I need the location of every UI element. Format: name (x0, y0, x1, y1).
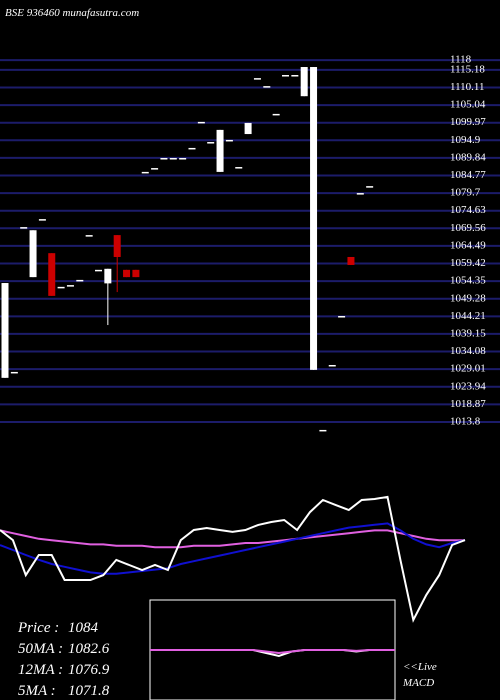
candle-body (310, 67, 318, 370)
y-tick-label: 1110.11 (450, 81, 485, 93)
stat-value: 1071.8 (68, 683, 110, 699)
candle-body (272, 113, 280, 116)
candle-body (66, 285, 74, 287)
candle-body (48, 253, 56, 296)
candle-body (207, 142, 215, 144)
candle-body (188, 147, 196, 150)
y-tick-label: 1013.8 (450, 415, 481, 427)
candle-body (291, 75, 299, 77)
stat-label: 5MA : (18, 683, 56, 699)
candle-body (123, 269, 131, 278)
candle-body (76, 279, 84, 282)
candle-body (197, 121, 205, 124)
y-tick-label: 1059.42 (450, 257, 486, 269)
y-tick-label: 1084.77 (450, 169, 486, 181)
y-tick-label: 1018.87 (450, 398, 486, 410)
candle-body (356, 193, 364, 195)
stat-value: 1082.6 (68, 641, 110, 657)
candle-body (366, 186, 374, 188)
candle-body (244, 122, 252, 135)
candle-body (179, 158, 187, 160)
series-line (0, 522, 466, 575)
candle-body (113, 235, 121, 257)
y-tick-label: 1069.56 (450, 222, 486, 234)
candle-body (263, 86, 271, 88)
candle-body (319, 429, 327, 432)
y-tick-label: 1099.97 (450, 116, 486, 128)
y-tick-label: 1049.28 (450, 292, 486, 304)
series-line (150, 649, 395, 655)
candle-body (253, 78, 261, 80)
y-tick-label: 1044.21 (450, 310, 486, 322)
candle-body (10, 371, 18, 374)
candle-body (141, 171, 149, 174)
series-line (0, 495, 466, 623)
candle-body (104, 268, 112, 284)
y-tick-label: 1034.08 (450, 345, 486, 357)
candle-body (347, 256, 355, 265)
candle-body (328, 364, 336, 367)
series-line (0, 529, 465, 549)
y-tick-label: 1064.49 (450, 239, 486, 251)
candle-body (151, 168, 159, 170)
macd-label: MACD (402, 677, 434, 689)
live-label: <<Live (403, 661, 437, 673)
header: BSE 936460 munafasutra.com (5, 7, 139, 19)
candle-body (85, 235, 93, 237)
y-tick-label: 1029.01 (450, 363, 486, 375)
candle-body (38, 219, 46, 221)
stat-label: Price : (17, 620, 59, 636)
stat-label: 50MA : (18, 641, 63, 657)
candle-body (216, 129, 224, 172)
candle-body (57, 286, 65, 289)
y-tick-label: 1094.9 (450, 134, 481, 146)
candle-body (160, 158, 168, 160)
candle-body (132, 269, 140, 278)
y-tick-label: 1054.35 (450, 275, 486, 287)
y-tick-label: 1089.84 (450, 151, 486, 163)
y-tick-label: 1115.18 (450, 63, 485, 75)
candle-body (282, 75, 289, 77)
stats: Price : 1084 50MA : 1082.6 12MA : 1076.9 5MA :… (17, 620, 110, 699)
candle-body (29, 230, 37, 278)
y-tick-label: 1039.15 (450, 327, 486, 339)
y-tick-label: 1079.7 (450, 187, 481, 199)
stat-label: 12MA : (18, 662, 63, 678)
y-tick-label: 1105.04 (450, 99, 486, 111)
stat-value: 1084 (68, 620, 99, 636)
y-tick-label: 1074.63 (450, 204, 486, 216)
y-tick-label: 1023.94 (450, 380, 486, 392)
candle-body (20, 227, 28, 229)
stat-value: 1076.9 (68, 662, 110, 678)
candle-body (338, 316, 346, 318)
candle-body (225, 139, 233, 142)
candle-body (300, 67, 308, 97)
candle-body (235, 167, 243, 169)
y-tick-label: 1118 (450, 54, 472, 66)
candle-body (169, 158, 177, 160)
candle-body (1, 283, 9, 378)
candle-body (95, 269, 102, 272)
